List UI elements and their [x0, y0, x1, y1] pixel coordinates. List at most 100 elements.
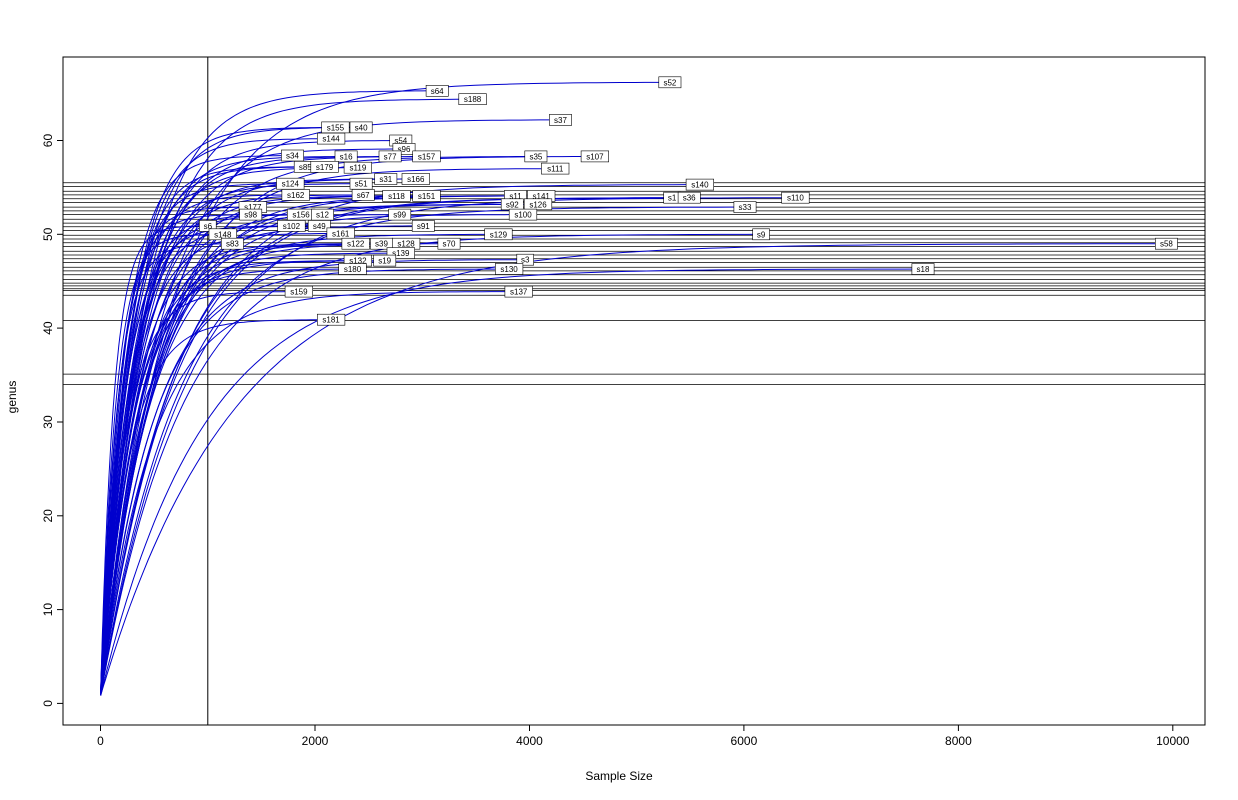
- sample-label: s166: [401, 173, 430, 185]
- svg-text:s85: s85: [299, 163, 312, 172]
- sample-label: s100: [508, 208, 538, 221]
- x-tick-label: 6000: [731, 734, 758, 748]
- svg-text:s144: s144: [322, 135, 340, 144]
- sample-label: s40: [349, 121, 373, 134]
- sample-label: s6: [199, 220, 217, 232]
- sample-label: s155: [321, 121, 350, 134]
- sample-label: s35: [524, 150, 548, 163]
- svg-text:s139: s139: [392, 249, 410, 258]
- rarefaction-curve: [100, 206, 745, 696]
- svg-text:s102: s102: [283, 222, 301, 231]
- rarefaction-curve: [100, 233, 762, 696]
- sample-label: s179: [310, 161, 339, 173]
- y-tick-label: 40: [41, 321, 55, 335]
- svg-text:s52: s52: [663, 78, 676, 87]
- svg-text:s107: s107: [586, 152, 604, 161]
- sample-label: s77: [378, 150, 402, 163]
- svg-text:s161: s161: [332, 229, 350, 238]
- sample-label: s34: [281, 149, 304, 162]
- svg-text:s132: s132: [349, 257, 367, 266]
- sample-label: s83: [221, 237, 244, 250]
- sample-label: s36: [677, 191, 701, 204]
- svg-text:s188: s188: [464, 95, 482, 104]
- svg-text:s67: s67: [357, 191, 370, 200]
- svg-text:s162: s162: [287, 191, 305, 200]
- sample-label: s181: [316, 313, 346, 326]
- svg-text:s34: s34: [286, 152, 299, 161]
- svg-text:s6: s6: [204, 222, 213, 231]
- svg-text:s35: s35: [529, 152, 542, 161]
- svg-text:s58: s58: [1160, 240, 1173, 249]
- sample-label: s126: [523, 198, 553, 211]
- rarefaction-curve: [100, 268, 924, 696]
- sample-label: s98: [239, 208, 263, 221]
- sample-label: s157: [412, 150, 441, 163]
- rarefaction-curve: [100, 291, 299, 695]
- svg-text:s37: s37: [554, 116, 567, 125]
- svg-text:s110: s110: [787, 194, 804, 203]
- rarefaction-curve: [100, 291, 519, 696]
- svg-text:s156: s156: [292, 211, 310, 220]
- sample-label: s159: [284, 285, 314, 298]
- y-tick-label: 60: [41, 134, 55, 148]
- sample-label: s92: [500, 198, 524, 211]
- sample-label: s137: [504, 285, 533, 298]
- rarefaction-curve: [100, 268, 510, 696]
- sample-label: s64: [425, 85, 449, 97]
- svg-text:s51: s51: [355, 180, 368, 189]
- svg-text:s36: s36: [683, 194, 696, 203]
- svg-text:s64: s64: [431, 87, 444, 96]
- svg-text:s19: s19: [378, 257, 391, 266]
- svg-text:s40: s40: [355, 123, 368, 132]
- x-tick-label: 10000: [1156, 734, 1190, 748]
- sample-label: s180: [338, 263, 367, 275]
- sample-label: s124: [276, 177, 305, 190]
- svg-text:s33: s33: [739, 203, 752, 212]
- rarefaction-curve: [100, 232, 341, 695]
- svg-text:s122: s122: [347, 240, 365, 249]
- rarefaction-curve: [100, 233, 499, 696]
- svg-text:s92: s92: [506, 200, 519, 209]
- svg-text:s49: s49: [313, 222, 326, 231]
- svg-text:s18: s18: [917, 265, 930, 274]
- svg-text:s99: s99: [393, 211, 406, 220]
- sample-label: s91: [411, 220, 435, 232]
- sample-label: s70: [437, 237, 461, 250]
- svg-text:s1: s1: [668, 194, 677, 203]
- sample-label: s130: [494, 263, 524, 275]
- svg-text:s96: s96: [398, 145, 411, 154]
- svg-text:s141: s141: [533, 192, 551, 201]
- svg-text:s111: s111: [547, 165, 564, 174]
- svg-text:s157: s157: [418, 152, 436, 161]
- sample-label: s118: [382, 190, 411, 202]
- sample-label: s96: [392, 143, 416, 155]
- sample-label: s9: [752, 228, 770, 241]
- svg-text:s12: s12: [316, 211, 329, 220]
- svg-text:s70: s70: [443, 240, 456, 249]
- sample-label: s102: [277, 220, 306, 232]
- svg-text:s119: s119: [350, 164, 367, 173]
- sample-label: s37: [549, 114, 572, 126]
- svg-text:s181: s181: [322, 316, 340, 325]
- rarefaction-curve: [100, 203, 513, 695]
- sample-label: s111: [541, 162, 570, 175]
- sample-label: s67: [351, 189, 375, 201]
- rarefaction-curve: [100, 252, 401, 695]
- sample-label: s122: [341, 237, 370, 250]
- x-axis-label: Sample Size: [585, 769, 653, 783]
- rarefaction-curve: [100, 155, 427, 695]
- x-tick-label: 2000: [302, 734, 329, 748]
- sample-label: s107: [580, 150, 609, 163]
- rarefaction-curve: [100, 119, 561, 695]
- svg-text:s11: s11: [509, 192, 522, 201]
- rarefaction-curve: [100, 178, 386, 695]
- sample-label: s110: [781, 191, 810, 204]
- sample-label: s119: [343, 161, 373, 174]
- y-tick-label: 10: [41, 603, 55, 617]
- y-tick-label: 50: [41, 227, 55, 241]
- sample-label: s58: [1155, 237, 1178, 250]
- sample-label: s49: [307, 220, 331, 232]
- sample-label: s188: [458, 93, 487, 105]
- svg-text:s130: s130: [500, 265, 518, 274]
- y-tick-label: 30: [41, 415, 55, 429]
